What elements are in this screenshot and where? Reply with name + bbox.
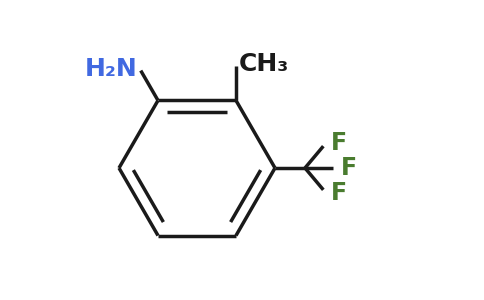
Text: CH₃: CH₃ [239,52,289,76]
Text: H₂N: H₂N [85,57,138,81]
Text: F: F [331,181,347,205]
Text: F: F [331,131,347,155]
Text: F: F [341,156,357,180]
